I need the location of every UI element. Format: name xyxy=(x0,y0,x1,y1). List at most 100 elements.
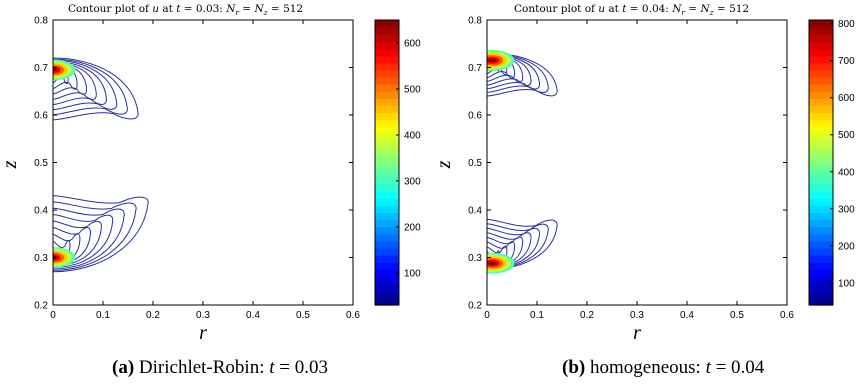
y-tick-label: 0.4 xyxy=(34,206,48,217)
colorbar-band xyxy=(809,148,833,156)
colorbar-tick-label: 200 xyxy=(404,222,421,233)
colorbar-band xyxy=(375,191,399,199)
colorbar-band xyxy=(809,290,833,299)
colorbar-band xyxy=(375,162,399,171)
y-tick-label: 0.4 xyxy=(468,206,482,217)
y-tick-label: 0.6 xyxy=(468,111,482,122)
colorbar-band xyxy=(809,141,833,149)
colorbar-band xyxy=(809,62,833,71)
colorbar-band xyxy=(809,198,833,206)
y-tick-label: 0.8 xyxy=(34,16,48,27)
colorbar-band xyxy=(375,34,399,42)
x-tick-label: 0.2 xyxy=(580,310,594,321)
colorbar-band xyxy=(375,98,399,107)
y-tick-label: 0.7 xyxy=(468,63,482,74)
contour-line xyxy=(486,227,540,269)
colorbar-band xyxy=(375,198,399,206)
colorbar-band xyxy=(375,155,399,164)
colorbar-tick-label: 200 xyxy=(838,241,855,252)
y-tick-label: 0.5 xyxy=(468,158,482,169)
y-tick-label: 0.5 xyxy=(34,158,48,169)
contour-line xyxy=(52,220,102,267)
colorbar-band xyxy=(809,169,833,178)
colorbar-band xyxy=(809,134,833,142)
plot-frame xyxy=(52,19,354,306)
colorbar-band xyxy=(375,126,399,135)
colorbar-band xyxy=(809,191,833,199)
plot-frame xyxy=(486,19,788,306)
contour-chart-a: 0 0.1 0.2 0.3 0.4 0.5 0.6 0.2 0.3 0.4 0.5 0.6 0.7 0.8… xyxy=(0,16,421,344)
colorbar-tick-label: 500 xyxy=(838,130,855,141)
x-tick-label: 0.6 xyxy=(780,310,794,321)
colorbar-band xyxy=(375,48,399,57)
colorbar-band xyxy=(809,155,833,164)
colorbar-tick-label: 300 xyxy=(404,176,421,187)
colorbar-band xyxy=(375,233,399,242)
colorbar-band xyxy=(809,212,833,221)
contour-line xyxy=(52,62,97,100)
x-tick-label: 0.3 xyxy=(196,310,210,321)
colorbar-tick-label: 800 xyxy=(838,19,855,30)
colorbar-tick-label: 300 xyxy=(838,204,855,215)
contour-line xyxy=(486,223,549,270)
colorbar-frame xyxy=(808,19,834,306)
colorbar-band xyxy=(375,269,399,278)
colorbar-band xyxy=(809,69,833,78)
colorbar-tick-label: 600 xyxy=(404,38,421,49)
contour-line xyxy=(52,59,118,111)
colorbar-band xyxy=(809,77,833,85)
colorbar-tick-label: 100 xyxy=(404,268,421,279)
panel-a: Contour plot of u at t = 0.03: Nr = Nz =… xyxy=(0,0,433,389)
colorbar-band xyxy=(809,297,833,306)
colorbar-band xyxy=(809,233,833,242)
x-tick-label: 0.5 xyxy=(296,310,310,321)
contour-line xyxy=(486,232,532,268)
contour-line xyxy=(486,54,540,90)
colorbar-tick-label: 100 xyxy=(838,278,855,289)
colorbar-band xyxy=(809,226,833,235)
colorbar-tick-label: 400 xyxy=(404,130,421,141)
colorbar-band xyxy=(809,205,833,213)
colorbar-band xyxy=(809,176,833,185)
colorbar-band xyxy=(375,91,399,99)
colorbar-band xyxy=(809,248,833,256)
y-tick-label: 0.2 xyxy=(34,301,48,312)
colorbar-band xyxy=(375,62,399,71)
colorbar-band xyxy=(809,162,833,171)
contour-line xyxy=(52,207,125,270)
colorbar-band xyxy=(375,69,399,78)
colorbar-band xyxy=(375,297,399,306)
colorbar-band xyxy=(375,105,399,114)
colorbar-band xyxy=(375,183,399,192)
plot-area xyxy=(52,19,354,306)
colorbar-band xyxy=(375,27,399,35)
colorbar-band xyxy=(375,119,399,128)
x-tick-label: 0.6 xyxy=(346,310,360,321)
colorbar-band xyxy=(375,112,399,121)
colorbar-band xyxy=(375,255,399,263)
contour-line xyxy=(486,52,558,97)
x-tick-label: 0.1 xyxy=(96,310,110,321)
colorbar-frame xyxy=(374,19,400,306)
colorbar-band xyxy=(809,27,833,35)
colorbar-tick-label: 500 xyxy=(404,84,421,95)
contour-chart-b: 0 0.1 0.2 0.3 0.4 0.5 0.6 0.2 0.3 0.4 0.5 0.6 0.7 0.8… xyxy=(433,16,855,345)
colorbar-band xyxy=(809,183,833,192)
plot-title-b: Contour plot of u at t = 0.04: Nr = Nz =… xyxy=(514,3,750,18)
colorbar-band xyxy=(375,205,399,213)
y-axis-label: z xyxy=(0,160,21,169)
colorbar-band xyxy=(375,276,399,285)
colorbar-band xyxy=(375,212,399,221)
colorbar-band xyxy=(809,20,833,28)
y-tick-label: 0.2 xyxy=(468,301,482,312)
colorbar-band xyxy=(375,240,399,249)
caption-a: (a) Dirichlet-Robin: t = 0.03 xyxy=(112,357,328,378)
colorbar-band xyxy=(809,98,833,107)
colorbar-band xyxy=(809,283,833,292)
colorbar-band xyxy=(809,34,833,42)
colorbar-band xyxy=(375,141,399,149)
colorbar-band xyxy=(375,55,399,64)
contour-line xyxy=(486,54,532,86)
colorbar-band xyxy=(809,219,833,228)
y-tick-label: 0.3 xyxy=(468,253,482,264)
